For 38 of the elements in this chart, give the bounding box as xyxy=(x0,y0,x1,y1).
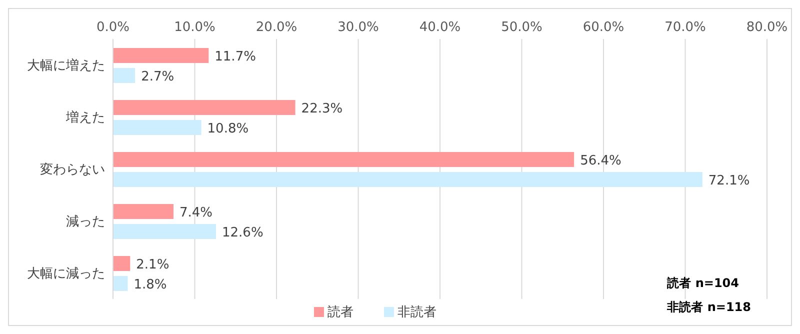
bar xyxy=(113,204,174,219)
bar xyxy=(113,120,202,135)
bar xyxy=(113,224,216,239)
x-tick-label: 20.0% xyxy=(256,20,298,35)
x-tick-label: 70.0% xyxy=(664,20,706,35)
data-label: 7.4% xyxy=(179,206,213,220)
data-label: 56.4% xyxy=(580,154,622,168)
bar xyxy=(113,48,209,63)
bar xyxy=(113,172,702,187)
y-tick-label: 大幅に減った xyxy=(27,266,105,282)
legend-label: 非読者 xyxy=(398,305,436,320)
x-tick-label: 50.0% xyxy=(501,20,542,35)
data-label: 2.1% xyxy=(136,258,170,272)
data-label: 1.8% xyxy=(134,278,167,292)
legend-label: 読者 xyxy=(328,305,354,320)
annotation: 読者 n=104 xyxy=(667,275,740,292)
data-label: 10.8% xyxy=(207,122,249,136)
x-tick-label: 60.0% xyxy=(582,20,624,35)
data-label: 12.6% xyxy=(222,226,264,240)
y-tick-label: 減った xyxy=(66,214,105,230)
x-tick-label: 10.0% xyxy=(174,20,216,35)
y-tick-label: 変わらない xyxy=(40,162,105,178)
text: 非読者 n=118 xyxy=(667,299,751,316)
x-tick-label: 30.0% xyxy=(338,20,379,35)
bar xyxy=(113,68,136,83)
bar xyxy=(113,256,130,271)
bar xyxy=(113,276,128,291)
x-tick-label: 40.0% xyxy=(419,20,461,35)
y-tick-label: 大幅に増えた xyxy=(27,58,105,74)
data-label: 72.1% xyxy=(708,174,750,188)
data-label: 2.7% xyxy=(141,70,174,84)
x-tick-label: 0.0% xyxy=(96,20,130,35)
data-label: 11.7% xyxy=(214,50,256,64)
bar xyxy=(113,152,574,167)
data-label: 22.3% xyxy=(301,102,343,116)
x-tick-label: 80.0% xyxy=(746,20,788,35)
y-tick-label: 増えた xyxy=(65,110,105,126)
bar xyxy=(113,100,296,115)
